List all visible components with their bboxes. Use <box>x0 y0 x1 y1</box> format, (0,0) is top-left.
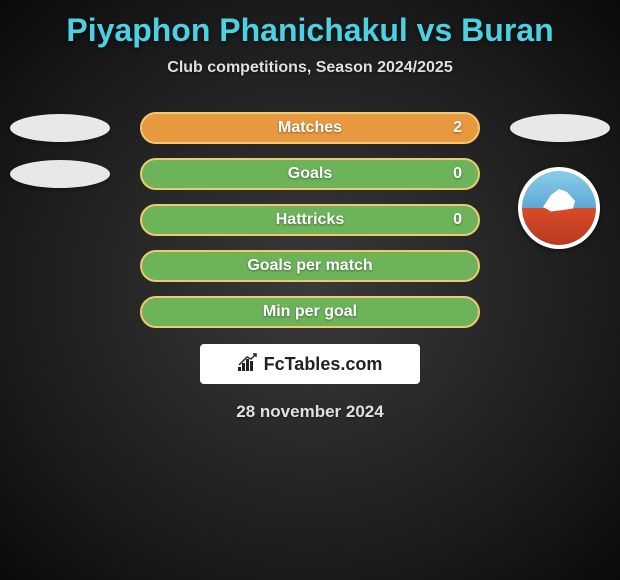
player-ellipse-left-1 <box>10 114 110 142</box>
stat-row-mpg: Min per goal <box>0 296 620 328</box>
stat-row-gpm: Goals per match <box>0 250 620 282</box>
stat-bar: Min per goal <box>140 296 480 328</box>
stat-row-matches: Matches 2 <box>0 112 620 144</box>
stat-label: Min per goal <box>263 303 357 321</box>
stats-content: Matches 2 Goals 0 Hattricks 0 Goals per … <box>0 112 620 422</box>
stat-bar: Goals 0 <box>140 158 480 190</box>
team-badge <box>518 167 600 249</box>
logo-text: FcTables.com <box>264 354 383 375</box>
stat-label: Goals per match <box>247 257 372 275</box>
team-badge-inner <box>522 171 596 245</box>
horse-icon <box>539 183 579 213</box>
page-title: Piyaphon Phanichakul vs Buran <box>0 0 620 49</box>
chart-icon <box>238 353 260 376</box>
stat-value-right: 2 <box>453 119 462 137</box>
stat-label: Goals <box>288 165 332 183</box>
subtitle: Club competitions, Season 2024/2025 <box>0 59 620 77</box>
stat-bar: Goals per match <box>140 250 480 282</box>
player-ellipse-right-1 <box>510 114 610 142</box>
stat-bar: Matches 2 <box>140 112 480 144</box>
stat-bar: Hattricks 0 <box>140 204 480 236</box>
player-ellipse-left-2 <box>10 160 110 188</box>
logo-box[interactable]: FcTables.com <box>200 344 420 384</box>
date: 28 november 2024 <box>0 402 620 422</box>
stat-value-right: 0 <box>453 211 462 229</box>
stat-value-right: 0 <box>453 165 462 183</box>
stat-label: Hattricks <box>276 211 344 229</box>
stat-label: Matches <box>278 119 342 137</box>
